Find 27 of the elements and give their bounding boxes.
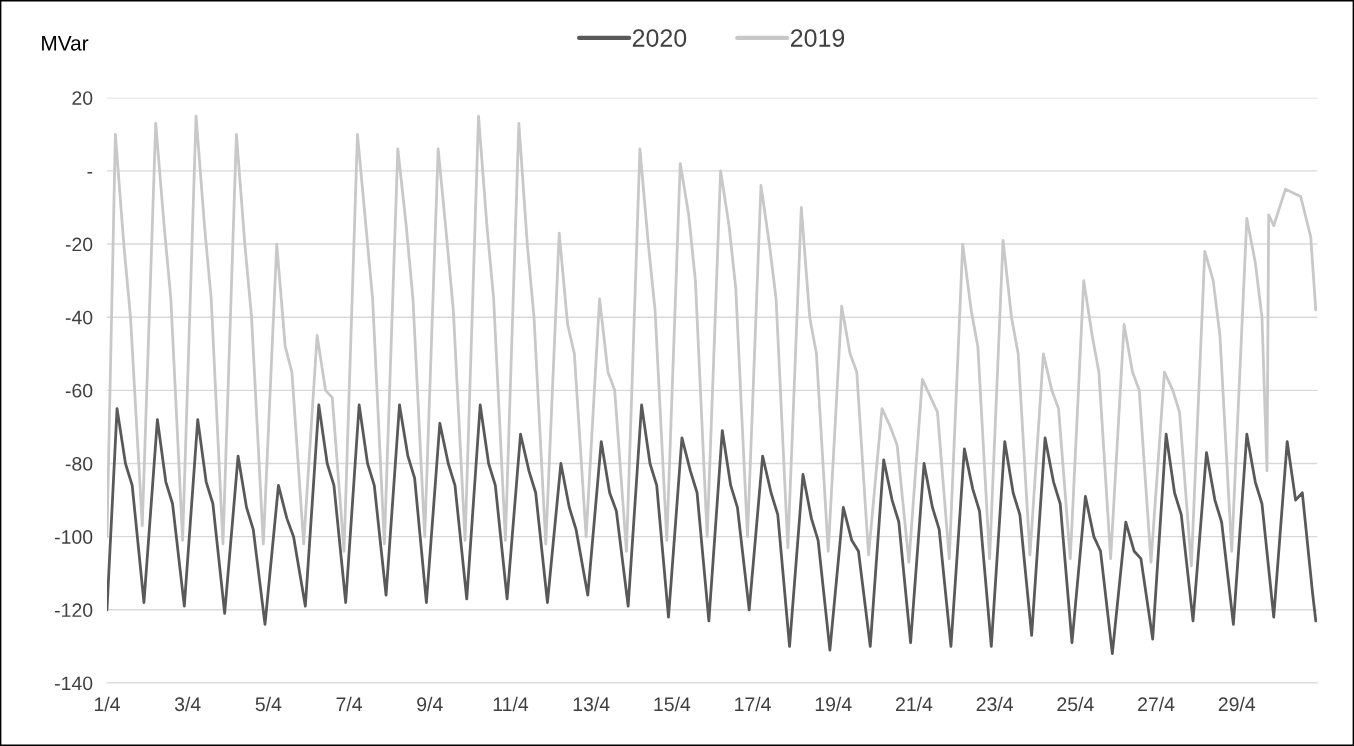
y-tick-label: 20 [72,91,93,105]
y-tick-label: -100 [55,530,93,544]
x-tick-label: 23/4 [976,696,1013,712]
x-tick-label: 5/4 [255,696,282,712]
y-tick-label: -80 [65,456,93,471]
y-tick-label: -20 [65,237,93,252]
x-tick-label: 7/4 [336,696,363,712]
x-tick-label: 19/4 [815,696,852,712]
legend-label: 2020 [632,29,687,47]
legend-label: 2019 [790,29,845,47]
y-tick-label: - [87,172,93,174]
x-tick-label: 11/4 [493,696,529,712]
x-tick-label: 3/4 [174,696,201,712]
x-tick-label: 17/4 [735,696,771,712]
x-tick-label: 13/4 [573,696,610,712]
y-tick-label: -40 [65,310,93,325]
x-tick-label: 21/4 [896,696,933,712]
y-tick-label: -60 [65,383,93,398]
y-tick-label: -120 [55,603,93,618]
y-axis-title: MVar [42,36,89,51]
x-tick-label: 25/4 [1057,696,1094,712]
y-tick-label: -140 [55,676,93,691]
x-tick-label: 9/4 [417,696,443,712]
x-tick-label: 27/4 [1138,696,1175,712]
x-tick-label: 29/4 [1218,696,1256,712]
x-tick-label: 15/4 [654,696,691,712]
x-tick-label: 1/4 [94,696,120,712]
